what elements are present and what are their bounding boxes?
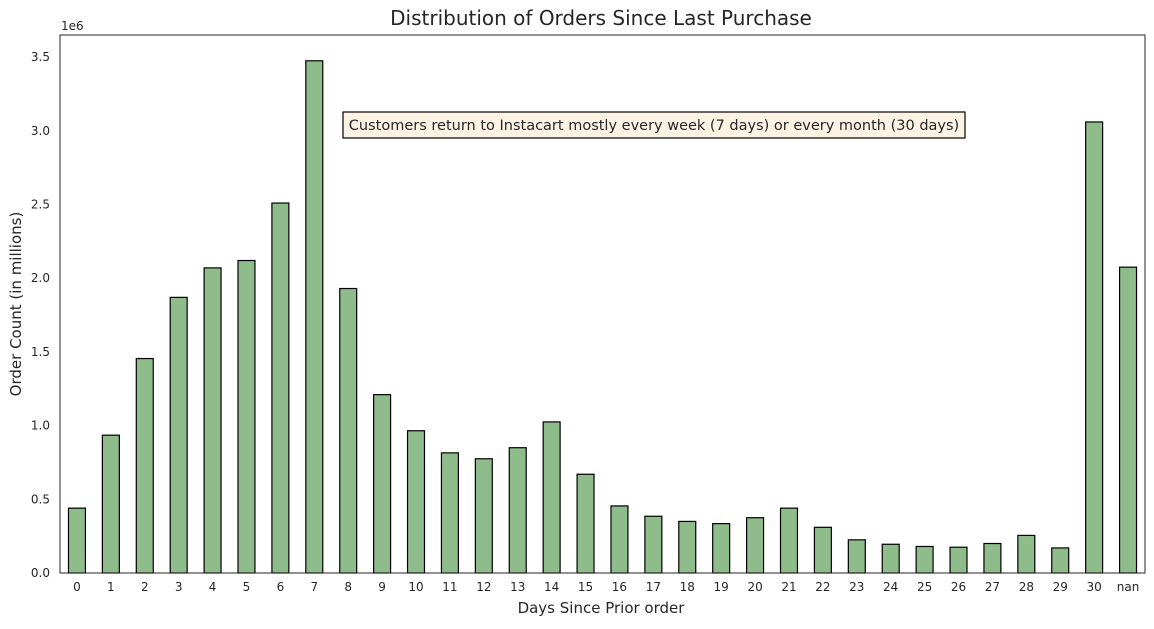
x-tick-label: 27 [985,580,1000,594]
x-tick-label: 23 [849,580,864,594]
y-tick-label: 1.5 [31,345,50,359]
x-tick-label: 2 [141,580,149,594]
x-tick-label: nan [1117,580,1140,594]
y-tick-label: 2.5 [31,198,50,212]
bars-group [67,60,1138,574]
x-tick-label: 16 [612,580,627,594]
x-tick-label: 5 [243,580,251,594]
x-tick-label: 18 [680,580,695,594]
bar-day-6 [271,202,290,574]
bar-day-11 [440,452,460,574]
bar-day-5 [237,259,256,574]
bar-day-18 [678,520,697,574]
bar-day-20 [745,517,765,574]
x-tick-label: 1 [107,580,115,594]
bar-day-23 [847,539,866,574]
bar-day-4 [203,267,222,574]
plot-frame [59,34,1146,574]
bar-day-15 [576,473,595,574]
bar-day-1 [101,434,120,574]
x-tick-label: 0 [73,580,81,594]
bar-day-nan [1118,266,1138,574]
x-tick-label: 29 [1053,580,1068,594]
bar-day-30 [1085,121,1104,574]
x-axis-label: Days Since Prior order [518,599,686,617]
x-tick-label: 14 [544,580,559,594]
bar-day-25 [915,545,934,574]
x-tick-label: 22 [815,580,830,594]
bar-day-12 [474,458,493,574]
bar-day-28 [1017,534,1036,574]
x-tick-label: 3 [175,580,183,594]
y-tick-label: 3.0 [31,124,50,138]
bar-day-10 [406,430,426,574]
x-tick-label: 11 [442,580,457,594]
x-tick-label: 9 [378,580,386,594]
bar-day-21 [779,507,799,574]
bar-day-2 [135,357,154,574]
x-tick-label: 6 [277,580,285,594]
y-tick-label: 1.0 [31,419,50,433]
x-tick-label: 19 [714,580,729,594]
bar-day-17 [644,515,663,574]
x-tick-label: 20 [747,580,762,594]
bar-day-27 [983,542,1002,574]
bar-day-19 [712,523,731,574]
x-tick-label: 24 [883,580,898,594]
annotation-background [342,111,966,139]
x-tick-label: 10 [408,580,423,594]
y-tick-label: 3.5 [31,50,50,64]
x-tick-label: 7 [310,580,318,594]
bar-day-3 [169,296,188,574]
y-tick-label: 0.0 [31,566,50,580]
x-tick-label: 21 [781,580,796,594]
x-tick-label: 12 [476,580,491,594]
bar-day-14 [542,421,561,574]
bar-day-22 [813,526,832,574]
x-tick-labels: 0 1 2 3 4 5 6 7 8 9 10 11 12 13 14 15 16 17 18 19 20 21 22 23 24… [73,580,1139,594]
x-tick-label: 30 [1086,580,1101,594]
x-tick-label: 13 [510,580,525,594]
y-axis-offset-label: 1e6 [61,19,84,33]
bar-day-13 [508,447,527,574]
y-tick-label: 2.0 [31,271,50,285]
chart-title: Distribution of Orders Since Last Purcha… [390,6,812,30]
x-tick-label: 26 [951,580,966,594]
x-tick-label: 28 [1019,580,1034,594]
bar-day-16 [610,505,629,574]
bar-day-9 [373,394,392,574]
x-tick-label: 25 [917,580,932,594]
bar-day-7 [305,60,324,574]
y-tick-labels: 0.0 0.5 1.0 1.5 2.0 2.5 3.0 3.5 [31,50,50,580]
annotation-box: Customers return to Instacart mostly eve… [342,111,966,139]
x-tick-label: 17 [646,580,661,594]
x-tick-label: 15 [578,580,593,594]
y-tick-label: 0.5 [31,492,50,506]
bar-day-24 [881,543,900,574]
x-tick-label: 8 [344,580,352,594]
bar-day-29 [1051,547,1070,574]
bar-day-26 [949,546,968,574]
annotation-text: Customers return to Instacart mostly eve… [349,118,959,134]
x-tick-label: 4 [209,580,217,594]
y-axis-label: Order Count (in millions) [7,212,25,397]
bar-day-8 [339,287,358,574]
bar-day-0 [67,507,87,574]
